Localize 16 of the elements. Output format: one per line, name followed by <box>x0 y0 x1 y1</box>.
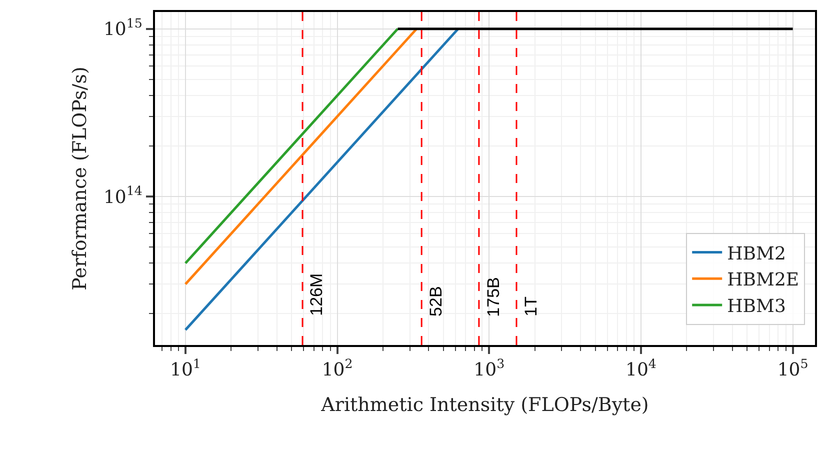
legend-label: HBM3 <box>727 296 786 318</box>
y-tick-label: 10$^{15}$ <box>103 16 142 40</box>
x-tick-label: 10$^{4}$ <box>626 356 656 381</box>
legend-label: HBM2 <box>727 243 786 264</box>
ref-line-label: 52B <box>426 286 446 316</box>
x-tick-label: 10$^{1}$ <box>170 356 201 381</box>
x-axis-title: Arithmetic Intensity (FLOPs/Byte) <box>320 394 649 416</box>
x-tick-label: 10$^{5}$ <box>777 356 808 381</box>
x-tick-label: 10$^{2}$ <box>322 356 353 381</box>
x-tick-label: 10$^{3}$ <box>474 356 505 381</box>
y-axis-title: Performance (FLOPs/s) <box>68 66 91 290</box>
ref-line-label: 175B <box>484 277 504 317</box>
ref-line-label: 126M <box>307 273 326 316</box>
legend-label: HBM2E <box>727 270 800 291</box>
y-tick-label: 10$^{14}$ <box>103 183 142 208</box>
ref-line-label: 1T <box>522 296 541 316</box>
